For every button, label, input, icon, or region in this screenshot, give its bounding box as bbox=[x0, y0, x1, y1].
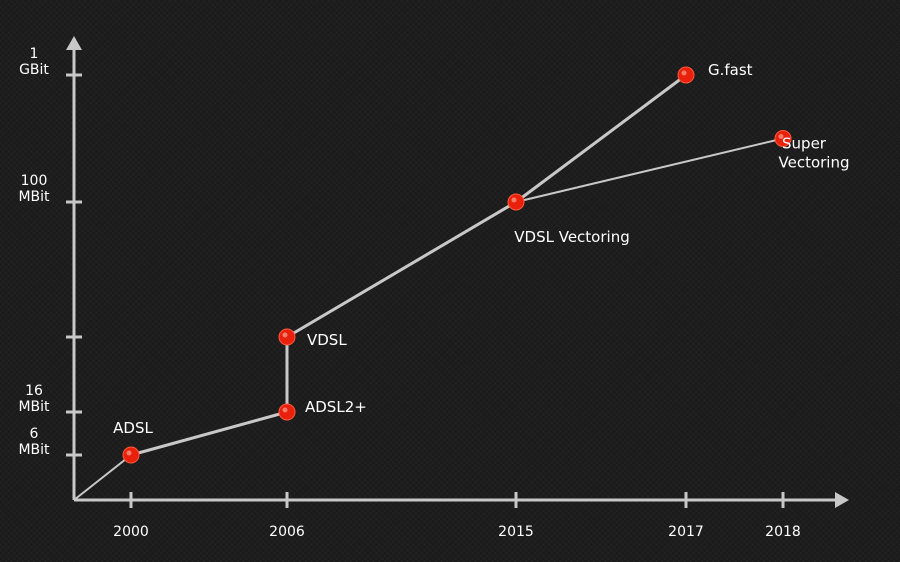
x-axis-arrow-icon bbox=[835, 492, 849, 508]
y-axis-arrow-icon bbox=[66, 36, 82, 50]
point-highlight bbox=[282, 407, 288, 413]
point-vdsl bbox=[278, 328, 296, 346]
x-tick-label: 2006 bbox=[269, 524, 305, 540]
series-line-1 bbox=[130, 73, 687, 457]
point-highlight bbox=[778, 134, 784, 139]
point-label-adsl2plus: ADSL2+ bbox=[305, 398, 367, 416]
y-tick-label: MBit bbox=[18, 442, 50, 458]
y-tick-label: MBit bbox=[18, 189, 50, 205]
point-highlight bbox=[282, 332, 288, 338]
point-label-super-vectoring: Super bbox=[782, 135, 827, 153]
origin-diagonal bbox=[73, 454, 132, 501]
point-highlight bbox=[511, 197, 517, 203]
point-label-vdsl: VDSL bbox=[307, 331, 347, 349]
x-tick-label: 2018 bbox=[765, 524, 801, 540]
y-tick-label: 6 bbox=[30, 426, 39, 442]
point-label-gfast: G.fast bbox=[708, 61, 753, 79]
point-highlight bbox=[681, 70, 687, 76]
y-tick-label: MBit bbox=[18, 399, 50, 415]
point-adsl bbox=[122, 446, 140, 464]
point-gfast bbox=[677, 66, 695, 84]
point-label-adsl: ADSL bbox=[113, 419, 153, 437]
x-tick-label: 2015 bbox=[498, 524, 534, 540]
x-axis bbox=[74, 492, 849, 508]
y-tick-label: 100 bbox=[21, 173, 48, 189]
y-axis bbox=[66, 36, 82, 500]
y-tick-label: GBit bbox=[19, 62, 49, 78]
x-tick-label: 2017 bbox=[668, 524, 704, 540]
point-super-vectoring bbox=[774, 130, 792, 147]
point-label-super-vectoring: Vectoring bbox=[779, 154, 850, 172]
point-label-vdsl-vectoring: VDSL Vectoring bbox=[514, 228, 629, 246]
series-line-2 bbox=[515, 137, 784, 203]
point-adsl2plus bbox=[278, 403, 296, 421]
x-tick-label: 2000 bbox=[113, 524, 149, 540]
point-highlight bbox=[126, 450, 132, 456]
y-tick-label: 16 bbox=[25, 383, 43, 399]
y-tick-label: 1 bbox=[30, 46, 39, 62]
point-vdsl-vectoring bbox=[507, 193, 525, 211]
